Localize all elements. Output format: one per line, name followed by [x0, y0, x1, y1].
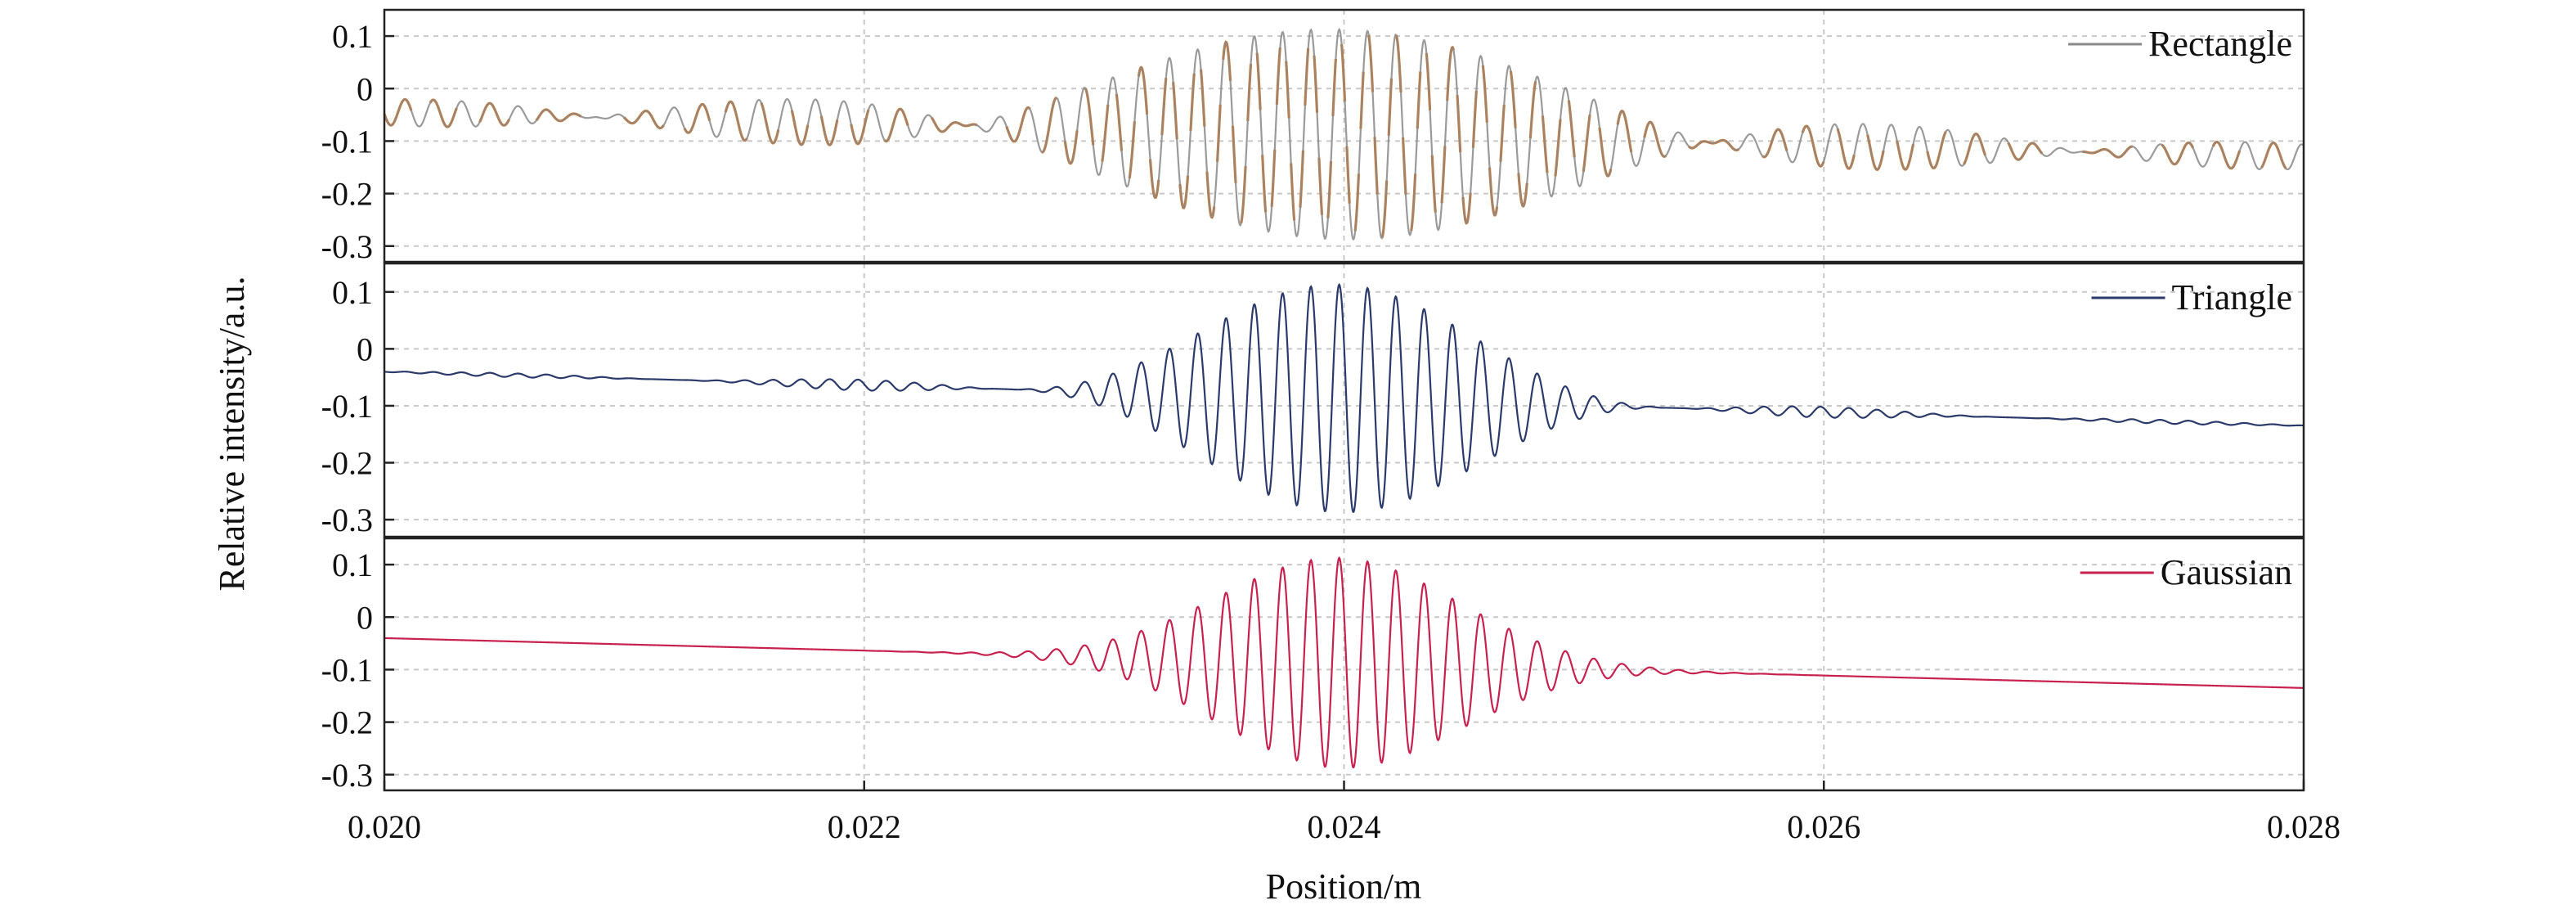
chart-panels: 0.1 0 -0.1 -0.2 -0.3 Rectangle 0.1 0 -0.1 -0.2 -0.… [321, 8, 2305, 794]
y-tick-label: -0.2 [321, 704, 373, 741]
y-tick-label: 0.1 [332, 18, 373, 55]
legend-label-gaussian: Gaussian [2161, 552, 2292, 592]
panel-frame [383, 8, 2305, 263]
legend-label-rectangle: Rectangle [2148, 24, 2292, 64]
y-tick-label: 0 [357, 599, 373, 636]
panel-triangle: 0.1 0 -0.1 -0.2 -0.3 Triangle [321, 262, 2305, 538]
panel-frame [383, 537, 2305, 792]
y-tick-label: -0.2 [321, 176, 373, 213]
y-tick-label: 0.1 [332, 547, 373, 583]
y-tick-label: -0.1 [321, 651, 373, 688]
legend-label-triangle: Triangle [2172, 277, 2293, 317]
panel-gaussian: 0.1 0 -0.1 -0.2 -0.3 Gaussian [321, 537, 2305, 794]
y-tick-label: -0.3 [321, 228, 373, 265]
x-tick-label: 0.026 [1787, 808, 1860, 845]
x-tick-label: 0.024 [1308, 808, 1381, 845]
panel-frame [383, 262, 2305, 538]
series-line-gaussian [384, 556, 2304, 769]
y-tick-label: -0.1 [321, 388, 373, 425]
x-axis: 0.020 0.022 0.024 0.026 0.028 [348, 781, 2340, 845]
y-tick-label: -0.3 [321, 757, 373, 794]
y-axis-label: Relative intensity/a.u. [212, 277, 252, 592]
x-tick-label: 0.028 [2267, 808, 2340, 845]
x-axis-label: Position/m [1266, 866, 1422, 907]
y-tick-label: 0 [357, 331, 373, 367]
x-tick-label: 0.022 [828, 808, 901, 845]
y-tick-label: -0.1 [321, 123, 373, 160]
x-tick-label: 0.020 [348, 808, 421, 845]
y-tick-label: -0.3 [321, 502, 373, 538]
y-tick-label: 0 [357, 70, 373, 107]
y-tick-label: 0.1 [332, 274, 373, 311]
panel-rectangle: 0.1 0 -0.1 -0.2 -0.3 Rectangle [321, 8, 2305, 265]
series-line-triangle [384, 282, 2304, 514]
y-tick-label: -0.2 [321, 445, 373, 482]
series-line-rectangle [383, 27, 2304, 241]
